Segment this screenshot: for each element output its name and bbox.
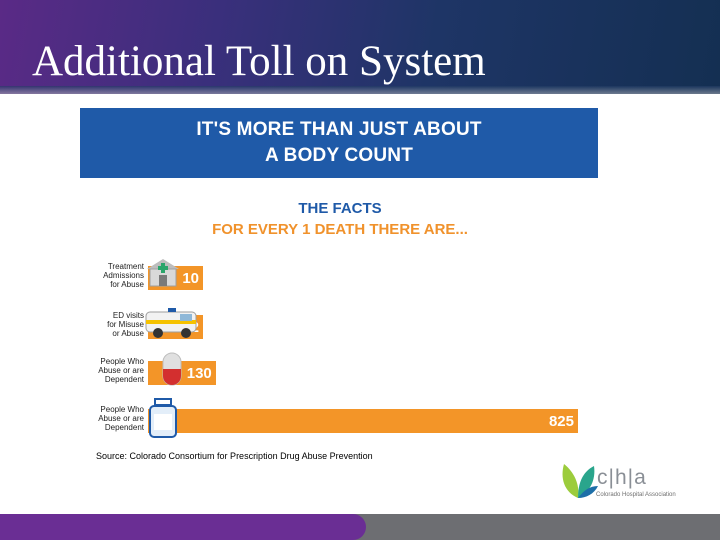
facts-subheading: FOR EVERY 1 DEATH THERE ARE...	[212, 221, 468, 238]
ambulance-icon	[144, 306, 200, 345]
banner-line-1: IT'S MORE THAN JUST ABOUT	[196, 119, 482, 140]
source-note: Source: Colorado Consortium for Prescrip…	[96, 451, 373, 461]
title-bar-shade	[0, 86, 720, 94]
banner-line-2: A BODY COUNT	[264, 145, 414, 166]
row-label: People Who Abuse or are Dependent	[98, 357, 144, 384]
bar	[148, 409, 578, 433]
bar	[148, 361, 216, 385]
facts-heading: THE FACTS	[298, 200, 382, 217]
row-label: ED visits for Misuse or Abuse	[107, 311, 144, 338]
cha-logo-icon	[562, 464, 598, 498]
row-label: People Who Abuse or are Dependent	[98, 405, 144, 432]
medicine-bottle-icon	[146, 398, 180, 443]
bar-value-label: 10	[182, 270, 199, 287]
hospital-icon	[144, 256, 182, 293]
bar-value-label: 825	[548, 413, 574, 430]
slide-title: Additional Toll on System	[32, 38, 486, 85]
cha-logo-letters: c|h|a	[597, 466, 647, 489]
row-label: Treatment Admissions for Abuse	[103, 262, 144, 289]
pill-capsule-icon	[161, 352, 183, 391]
cha-logo-tagline: Colorado Hospital Association	[596, 492, 676, 498]
footer-accent	[0, 514, 366, 540]
infographic-banner: IT'S MORE THAN JUST ABOUT A BODY COUNT	[80, 108, 598, 178]
bar-value-label: 130	[186, 365, 212, 382]
title-bar: Additional Toll on System	[0, 0, 720, 94]
